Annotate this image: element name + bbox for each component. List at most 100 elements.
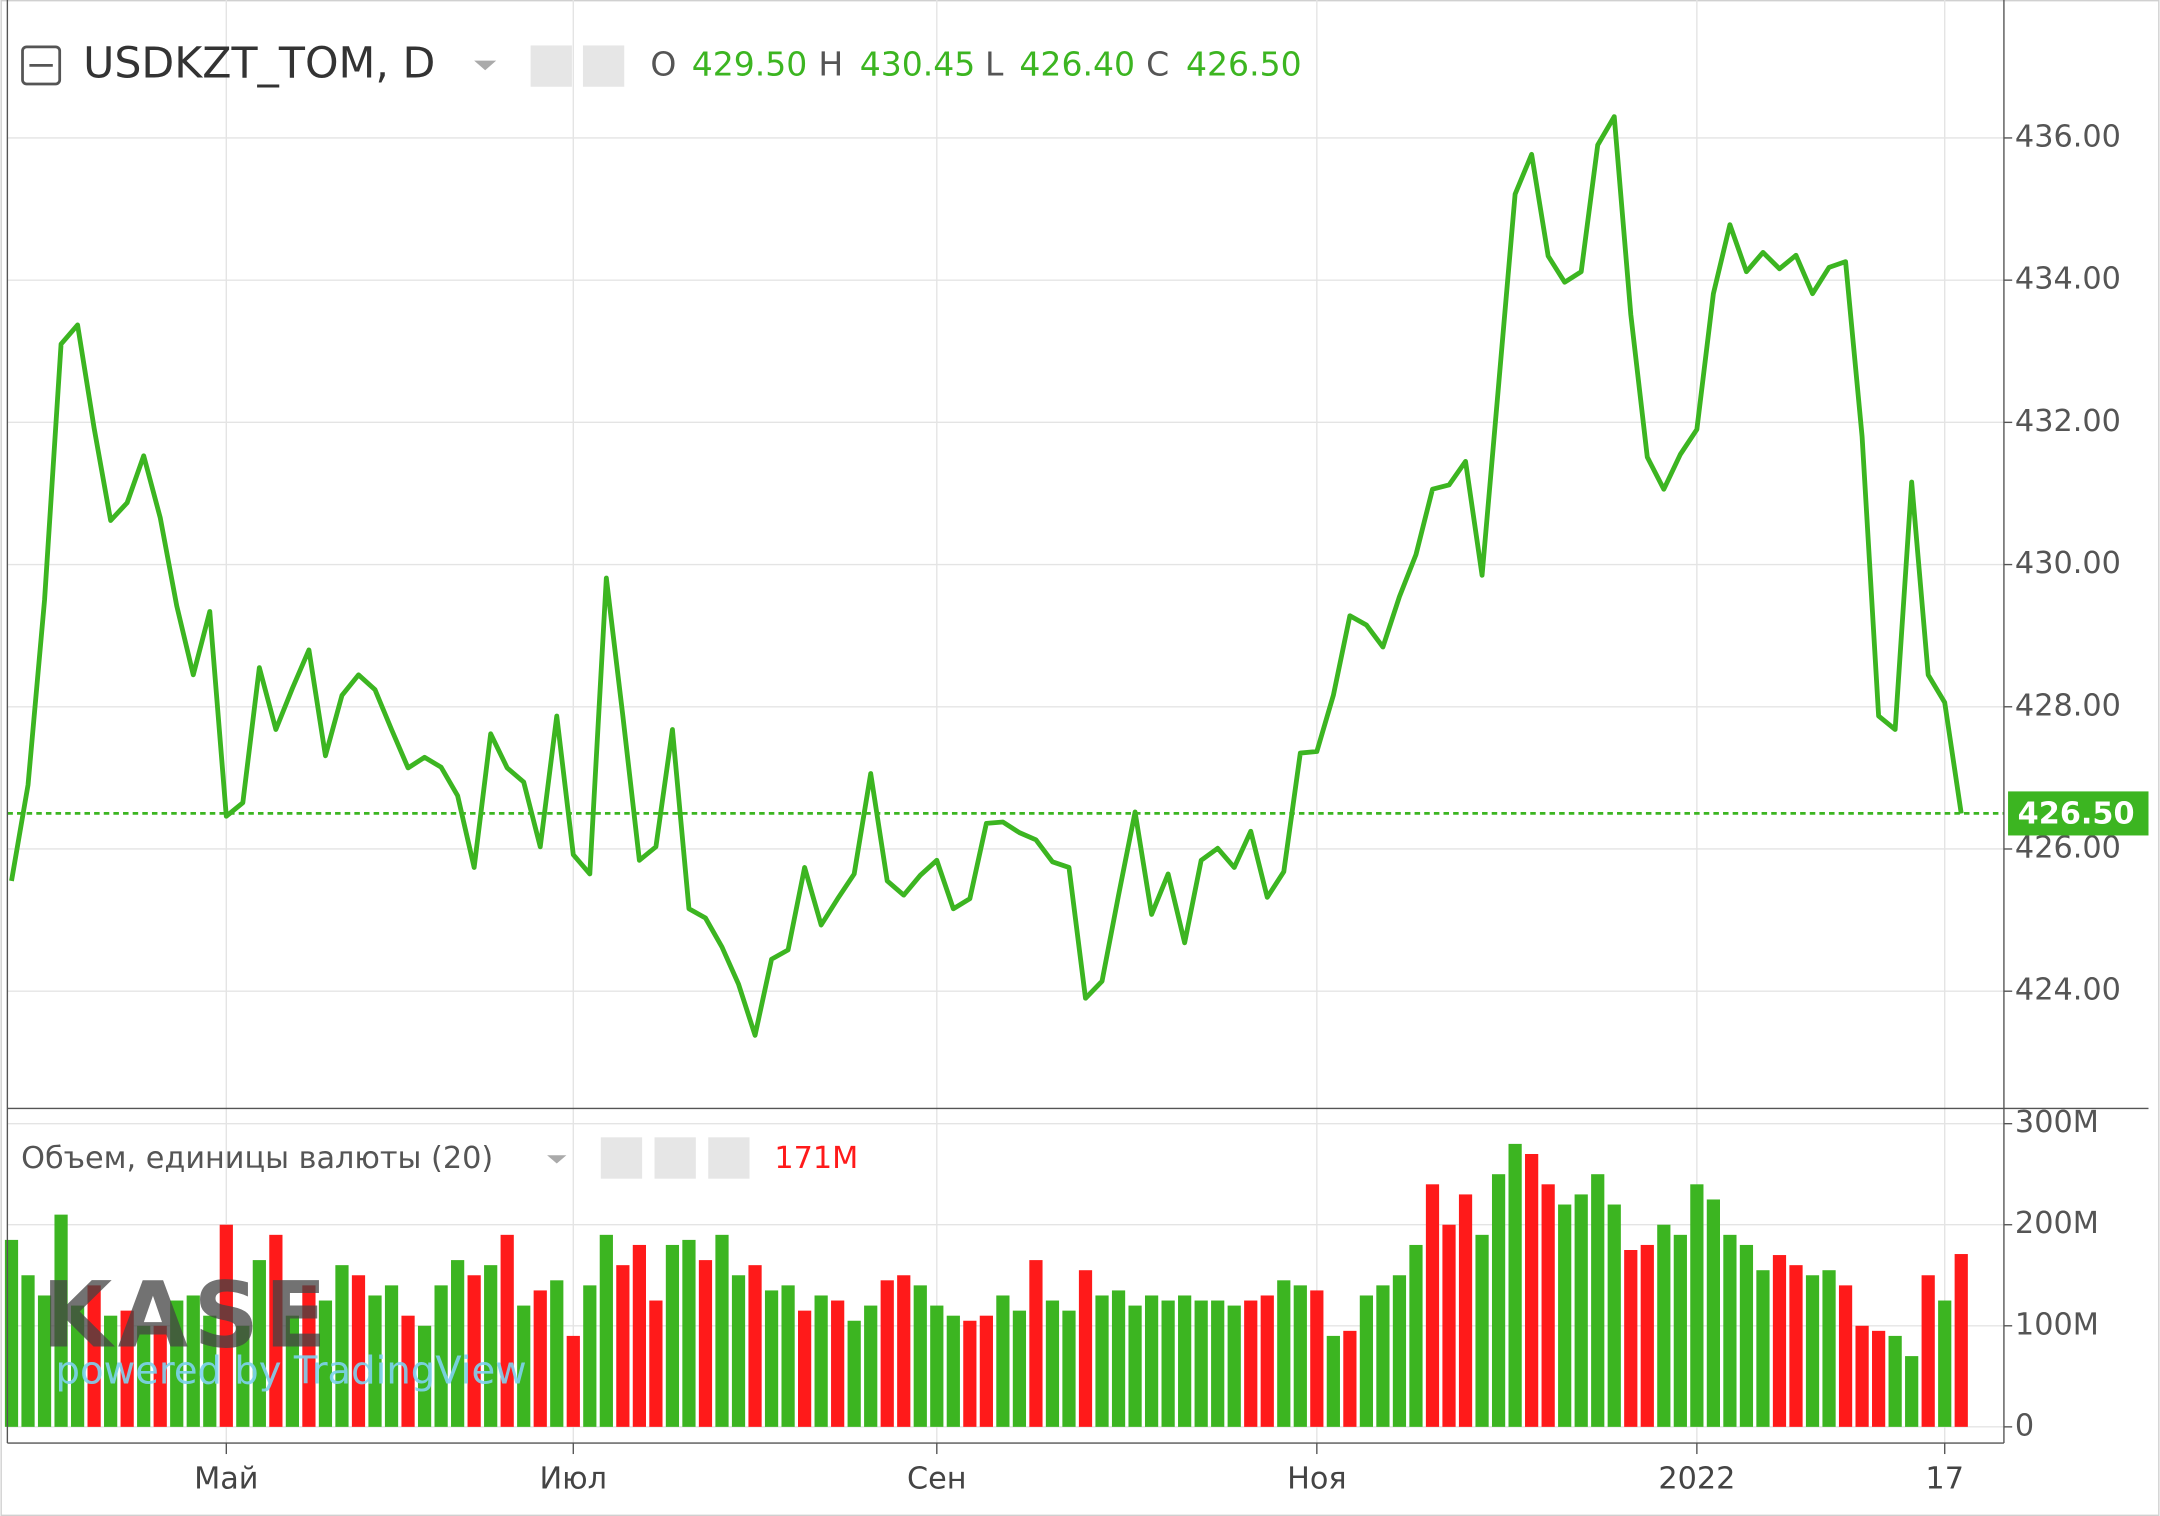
volume-bar <box>1128 1305 1142 1427</box>
volume-bar <box>682 1239 696 1427</box>
volume-bar <box>236 1325 250 1427</box>
volume-bar <box>616 1265 630 1427</box>
y-tick-label: 300M <box>2015 1105 2099 1140</box>
volume-bar <box>1062 1310 1076 1427</box>
volume-bar <box>170 1300 184 1427</box>
volume-bar <box>946 1315 960 1427</box>
y-tick-label: 430.00 <box>2015 546 2121 581</box>
volume-bar <box>500 1234 514 1427</box>
volume-bar <box>1591 1174 1605 1427</box>
volume-bar <box>1260 1295 1274 1427</box>
volume-bar <box>533 1290 547 1427</box>
volume-bar <box>87 1285 101 1427</box>
y-tick-label: 200M <box>2015 1206 2099 1241</box>
ohlc-value: 429.50 <box>692 45 808 84</box>
price-line <box>9 114 1964 1038</box>
volume-menu[interactable] <box>547 1155 567 1164</box>
volume-bar <box>401 1315 415 1427</box>
volume-bar <box>434 1285 448 1427</box>
x-tick-label: Ноя <box>1287 1462 1347 1497</box>
settings-button[interactable] <box>582 45 625 87</box>
volume-bar <box>335 1265 349 1427</box>
volume-remove-button[interactable] <box>708 1137 750 1179</box>
volume-bar <box>913 1285 927 1427</box>
volume-bar <box>1508 1143 1522 1427</box>
ohlc-name: H <box>818 45 843 84</box>
volume-bar <box>1805 1275 1820 1427</box>
volume-bar <box>1029 1260 1043 1427</box>
volume-bar <box>1525 1153 1539 1427</box>
volume-bar <box>120 1310 134 1427</box>
volume-bar <box>1178 1295 1192 1427</box>
volume-bar <box>285 1315 300 1427</box>
volume-bar <box>1293 1285 1307 1427</box>
volume-bar <box>384 1285 399 1427</box>
volume-bar <box>698 1260 713 1427</box>
x-tick-label: 2022 <box>1658 1462 1735 1497</box>
volume-bar <box>318 1300 333 1427</box>
volume-bar <box>1343 1330 1357 1427</box>
volume-bar <box>104 1315 118 1427</box>
volume-bar <box>864 1305 878 1427</box>
x-tick-label: Сен <box>907 1462 967 1497</box>
volume-bar <box>368 1295 382 1427</box>
volume-bar <box>1012 1310 1027 1427</box>
volume-bar <box>269 1234 283 1427</box>
volume-bar <box>1211 1300 1225 1427</box>
volume-bar <box>665 1244 680 1427</box>
volume-bar <box>1921 1275 1935 1427</box>
volume-bar <box>715 1234 729 1427</box>
volume-bar <box>517 1305 531 1427</box>
y-tick-label: 428.00 <box>2015 688 2121 723</box>
collapse-button[interactable] <box>21 45 62 86</box>
volume-bar <box>583 1285 597 1427</box>
volume-bar <box>1822 1270 1836 1427</box>
volume-bar <box>203 1315 217 1427</box>
watermark-text: powered by TradingView <box>56 1348 527 1393</box>
volume-bar <box>599 1234 613 1427</box>
last-price-tag <box>2008 791 2149 836</box>
y-tick-label: 100M <box>2015 1307 2099 1342</box>
volume-bar <box>1458 1194 1473 1427</box>
volume-bar <box>1772 1255 1787 1427</box>
watermark-logo: KASE <box>42 1264 332 1369</box>
volume-bar <box>54 1214 68 1427</box>
ohlc-value: 430.45 <box>860 45 976 84</box>
volume-bar <box>37 1295 52 1427</box>
volume-bar <box>1161 1300 1175 1427</box>
volume-bar <box>1739 1244 1754 1427</box>
volume-visibility-button[interactable] <box>600 1137 643 1179</box>
volume-bar <box>731 1275 746 1427</box>
x-tick-label: Июл <box>540 1462 608 1497</box>
volume-bar <box>1194 1300 1208 1427</box>
volume-bar <box>1425 1184 1440 1427</box>
volume-bar <box>880 1280 894 1427</box>
y-tick-label: 0 <box>2015 1408 2034 1443</box>
volume-bar <box>550 1280 564 1427</box>
volume-bar <box>798 1310 812 1427</box>
volume-bar <box>1558 1204 1572 1427</box>
volume-last-value: 171M <box>774 1141 858 1176</box>
last-price-label: 426.50 <box>2018 796 2135 831</box>
ohlc-value: 426.40 <box>1019 45 1135 84</box>
volume-bar <box>1310 1290 1324 1427</box>
volume-bar <box>1144 1295 1159 1427</box>
volume-bar <box>1657 1224 1671 1427</box>
volume-bar <box>451 1260 465 1427</box>
volume-settings-button[interactable] <box>654 1137 696 1179</box>
volume-bar <box>1905 1356 1919 1427</box>
ohlc-legend: O 429.50 H 430.45 L 426.40 C 426.50 <box>650 45 1301 84</box>
volume-bar <box>1954 1254 1968 1427</box>
symbol-menu[interactable] <box>474 60 497 71</box>
volume-bar <box>1624 1249 1638 1427</box>
volume-bar <box>21 1275 35 1427</box>
volume-bar <box>252 1260 266 1427</box>
volume-bar <box>302 1285 316 1427</box>
y-tick-label: 432.00 <box>2015 404 2121 439</box>
volume-bar <box>1392 1275 1407 1427</box>
volume-bar <box>1673 1234 1687 1427</box>
volume-bar <box>1872 1330 1886 1427</box>
volume-bar <box>467 1275 481 1427</box>
volume-bar <box>1095 1295 1109 1427</box>
visibility-button[interactable] <box>530 45 572 87</box>
